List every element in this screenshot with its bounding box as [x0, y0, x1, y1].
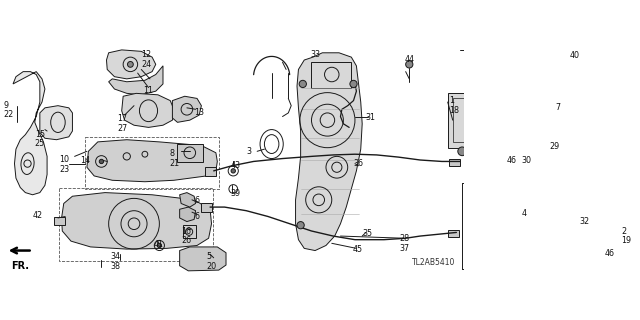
Text: 4: 4 — [522, 209, 527, 218]
Polygon shape — [13, 72, 47, 195]
Bar — [60, 188, 213, 261]
Text: 31: 31 — [366, 113, 376, 122]
Text: 45: 45 — [353, 245, 363, 254]
Bar — [86, 137, 220, 189]
Polygon shape — [180, 207, 196, 221]
Text: 15
25: 15 25 — [35, 130, 45, 148]
Polygon shape — [61, 193, 212, 249]
Polygon shape — [497, 205, 538, 251]
Polygon shape — [87, 140, 218, 182]
Bar — [447, 229, 458, 237]
Text: 28
37: 28 37 — [400, 234, 410, 252]
Text: 13: 13 — [194, 108, 204, 117]
Text: 8
21: 8 21 — [170, 149, 180, 168]
Bar — [482, 156, 498, 169]
Circle shape — [458, 147, 467, 156]
Polygon shape — [40, 106, 72, 140]
Bar — [205, 167, 216, 176]
Text: 44: 44 — [404, 55, 414, 64]
Bar — [449, 158, 460, 166]
Circle shape — [99, 159, 104, 164]
Text: 7: 7 — [555, 103, 560, 113]
Text: TL2AB5410: TL2AB5410 — [412, 258, 455, 267]
Text: 46: 46 — [605, 249, 615, 258]
Polygon shape — [122, 93, 174, 127]
Circle shape — [299, 80, 307, 88]
Text: FR.: FR. — [12, 261, 29, 271]
Text: 2
19: 2 19 — [621, 227, 632, 245]
Polygon shape — [106, 50, 156, 79]
Text: 9
22: 9 22 — [4, 100, 14, 119]
Bar — [202, 204, 212, 212]
Text: 10
23: 10 23 — [60, 155, 70, 174]
Polygon shape — [180, 193, 196, 207]
Text: 43: 43 — [230, 162, 241, 171]
Bar — [447, 93, 490, 148]
Bar — [452, 99, 485, 142]
Polygon shape — [180, 247, 226, 271]
Polygon shape — [296, 53, 362, 251]
Polygon shape — [172, 96, 202, 122]
Text: 30: 30 — [522, 156, 532, 165]
Text: 16
26: 16 26 — [181, 227, 191, 245]
Text: 3: 3 — [246, 147, 252, 156]
Text: 6: 6 — [194, 212, 199, 221]
Circle shape — [297, 221, 304, 229]
Polygon shape — [109, 66, 163, 95]
Text: 11: 11 — [143, 86, 154, 95]
Circle shape — [504, 251, 513, 261]
Text: 33: 33 — [310, 50, 320, 59]
Circle shape — [231, 169, 236, 173]
Bar — [312, 62, 351, 88]
Text: 1
18: 1 18 — [449, 96, 459, 115]
Text: 42: 42 — [33, 211, 43, 220]
Bar — [54, 217, 65, 225]
Text: 40: 40 — [570, 51, 579, 60]
Text: 36: 36 — [353, 158, 364, 168]
Text: 14: 14 — [80, 156, 90, 165]
Text: 46: 46 — [507, 156, 517, 165]
Bar — [182, 225, 196, 238]
Text: 39: 39 — [230, 189, 241, 198]
Circle shape — [127, 61, 133, 67]
Text: 35: 35 — [362, 229, 372, 238]
Circle shape — [465, 154, 474, 163]
Text: 6: 6 — [194, 196, 199, 205]
Circle shape — [350, 80, 357, 88]
Text: 5
20: 5 20 — [207, 252, 216, 271]
Text: 17
27: 17 27 — [117, 114, 127, 133]
Circle shape — [406, 61, 413, 68]
Text: 29: 29 — [549, 142, 559, 151]
Text: 41: 41 — [154, 240, 164, 249]
Text: 12
24: 12 24 — [141, 50, 152, 68]
Circle shape — [157, 243, 161, 248]
Text: 32: 32 — [579, 217, 589, 226]
Text: 34
38: 34 38 — [110, 252, 120, 271]
Circle shape — [536, 61, 543, 68]
Bar — [177, 144, 203, 162]
